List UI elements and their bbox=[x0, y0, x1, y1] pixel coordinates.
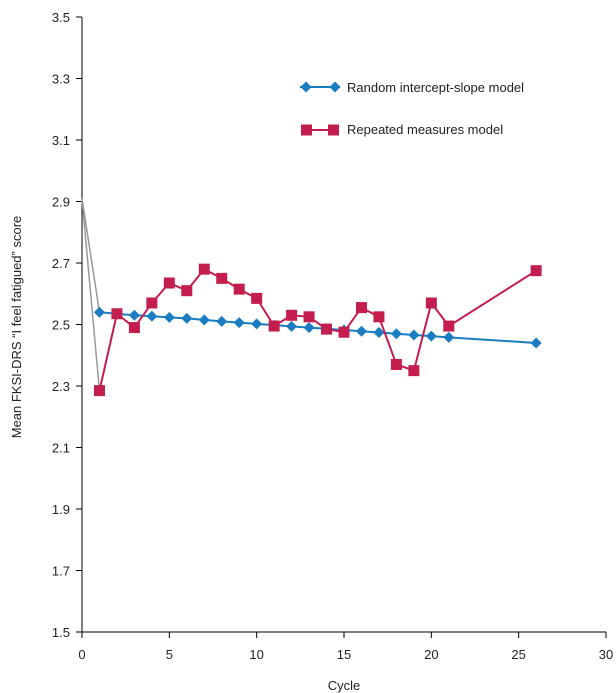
legend-label-random: Random intercept-slope model bbox=[347, 80, 524, 95]
y-tick-label: 2.1 bbox=[52, 441, 70, 456]
data-point-square bbox=[321, 323, 333, 335]
data-point-square bbox=[216, 272, 228, 284]
series-repeated-measures bbox=[93, 263, 542, 397]
y-tick-label: 2.7 bbox=[52, 256, 70, 271]
data-point-square bbox=[198, 263, 210, 275]
legend-label-repeated: Repeated measures model bbox=[347, 122, 503, 137]
data-point-diamond bbox=[146, 310, 158, 322]
baseline-connectors bbox=[81, 198, 101, 391]
y-tick-label: 1.7 bbox=[52, 564, 70, 579]
data-point-square bbox=[181, 285, 193, 297]
data-point-square bbox=[373, 311, 385, 323]
legend-marker-repeated-left bbox=[301, 124, 312, 136]
data-point-square bbox=[251, 292, 263, 304]
data-point-diamond bbox=[216, 315, 228, 327]
x-ticks: 0 5 10 15 20 25 30 bbox=[78, 632, 613, 662]
data-point-square bbox=[233, 283, 245, 295]
legend-marker-random-right bbox=[329, 81, 341, 93]
series-line bbox=[98, 267, 537, 391]
data-point-square bbox=[355, 302, 367, 314]
data-point-square bbox=[425, 297, 437, 309]
y-tick-label: 2.5 bbox=[52, 318, 70, 333]
y-tick-label: 3.3 bbox=[52, 72, 70, 87]
data-point-diamond bbox=[425, 330, 437, 342]
data-point-diamond bbox=[163, 311, 175, 323]
data-point-square bbox=[93, 385, 105, 397]
data-point-diamond bbox=[93, 306, 105, 318]
y-tick-label: 2.9 bbox=[52, 195, 70, 210]
series-line bbox=[99, 311, 537, 344]
x-axis-title: Cycle bbox=[328, 678, 361, 693]
data-point-diamond bbox=[128, 309, 140, 321]
legend-marker-random-left bbox=[300, 81, 312, 93]
y-tick-label: 3.1 bbox=[52, 133, 70, 148]
data-point-diamond bbox=[251, 318, 263, 330]
legend-item-random: Random intercept-slope model bbox=[300, 80, 524, 95]
series-layer bbox=[93, 263, 542, 397]
data-point-diamond bbox=[198, 314, 210, 326]
data-point-square bbox=[443, 320, 455, 332]
axes bbox=[81, 17, 606, 633]
y-axis-title: Mean FKSI-DRS “I feel fatigued” score bbox=[9, 216, 24, 439]
y-tick-label: 1.9 bbox=[52, 502, 70, 517]
legend: Random intercept-slope model Repeated me… bbox=[300, 80, 524, 137]
data-point-diamond bbox=[373, 326, 385, 338]
data-point-diamond bbox=[303, 322, 315, 334]
data-point-diamond bbox=[530, 337, 542, 349]
data-point-square bbox=[286, 309, 298, 321]
data-point-square bbox=[303, 311, 315, 323]
data-point-square bbox=[146, 297, 158, 309]
x-tick-label: 10 bbox=[249, 647, 263, 662]
data-point-diamond bbox=[390, 328, 402, 340]
data-point-diamond bbox=[181, 312, 193, 324]
data-point-diamond bbox=[233, 317, 245, 329]
y-tick-label: 3.5 bbox=[52, 10, 70, 25]
data-point-square bbox=[128, 322, 140, 334]
data-point-square bbox=[111, 308, 123, 320]
y-tick-label: 1.5 bbox=[52, 625, 70, 640]
data-point-diamond bbox=[286, 320, 298, 332]
series-random-intercept-slope bbox=[93, 306, 542, 349]
x-tick-label: 30 bbox=[599, 647, 613, 662]
legend-item-repeated: Repeated measures model bbox=[301, 122, 503, 137]
data-point-diamond bbox=[443, 331, 455, 343]
x-tick-label: 15 bbox=[337, 647, 351, 662]
y-tick-label: 2.3 bbox=[52, 379, 70, 394]
x-tick-label: 20 bbox=[424, 647, 438, 662]
x-tick-label: 5 bbox=[166, 647, 173, 662]
data-point-square bbox=[268, 320, 280, 332]
baseline-connector bbox=[81, 198, 101, 391]
x-tick-label: 0 bbox=[78, 647, 85, 662]
legend-marker-repeated-right bbox=[328, 124, 339, 136]
x-tick-label: 25 bbox=[511, 647, 525, 662]
baseline-connector bbox=[81, 198, 101, 313]
data-point-square bbox=[408, 365, 420, 377]
data-point-diamond bbox=[408, 329, 420, 341]
data-point-square bbox=[390, 358, 402, 370]
data-point-square bbox=[530, 265, 542, 277]
data-point-square bbox=[338, 326, 350, 338]
y-ticks: 1.5 1.7 1.9 2.1 2.3 2.5 2.7 2.9 3.1 3.3 3.5 bbox=[52, 10, 82, 640]
data-point-square bbox=[163, 277, 175, 289]
data-point-diamond bbox=[355, 325, 367, 337]
